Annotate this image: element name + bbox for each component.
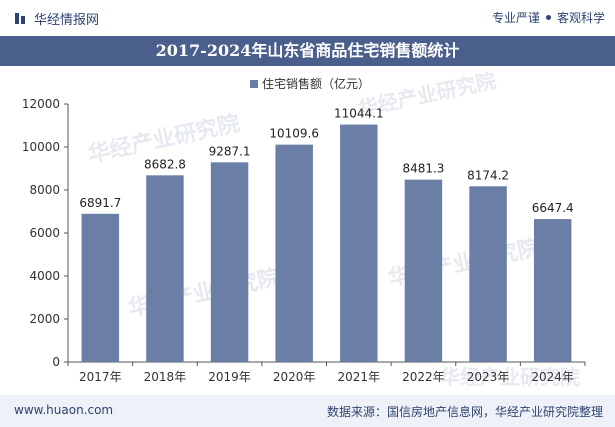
y-tick-label: 10000 xyxy=(22,140,60,154)
bar-2023年 xyxy=(469,186,507,362)
bar-value-label: 8481.3 xyxy=(402,162,444,176)
legend: 住宅销售额（亿元） xyxy=(250,76,370,91)
chart-area: 华经产业研究院 华经产业研究院 华经产业研究院 华经产业研究院 华经产业研究院 … xyxy=(0,66,615,395)
bar-2017年 xyxy=(81,213,120,362)
bar-value-label: 6891.7 xyxy=(79,196,121,210)
x-tick-label: 2022年 xyxy=(402,370,445,384)
separator-dot-icon xyxy=(545,15,551,20)
legend-swatch xyxy=(250,80,258,88)
x-tick-label: 2024年 xyxy=(531,370,574,384)
bar-value-label: 9287.1 xyxy=(209,144,251,158)
y-tick-label: 12000 xyxy=(22,97,60,111)
bar-2021年 xyxy=(340,124,378,362)
bar-chart: 华经产业研究院 华经产业研究院 华经产业研究院 华经产业研究院 华经产业研究院 … xyxy=(22,68,586,389)
bar-value-label: 8682.8 xyxy=(144,157,186,171)
brand-name: 华经情报网 xyxy=(34,12,100,28)
bar-2020年 xyxy=(275,144,313,362)
bar-2022年 xyxy=(404,179,443,362)
y-tick-label: 2000 xyxy=(29,312,60,326)
data-source: 数据来源：国信房地产信息网，华经产业研究院整理 xyxy=(326,405,603,419)
bar-value-label: 8174.2 xyxy=(467,168,509,182)
y-tick-label: 8000 xyxy=(29,183,60,197)
website-link[interactable]: www.huaon.com xyxy=(14,403,114,417)
x-tick-label: 2023年 xyxy=(467,370,510,384)
y-tick-label: 0 xyxy=(52,355,60,369)
chart-title: 2017-2024年山东省商品住宅销售额统计 xyxy=(0,36,615,66)
x-tick-label: 2019年 xyxy=(208,370,251,384)
slogan-right: 客观科学 xyxy=(556,11,605,25)
x-tick-label: 2020年 xyxy=(273,370,316,384)
y-tick-label: 6000 xyxy=(29,226,60,240)
brand-logo-icon xyxy=(15,13,25,24)
bar-value-label: 11044.1 xyxy=(334,107,384,121)
footer: www.huaon.com 数据来源：国信房地产信息网，华经产业研究院整理 xyxy=(0,395,615,427)
brand: 华经情报网 xyxy=(14,9,100,28)
top-bar: 华经情报网 专业严谨 客观科学 xyxy=(0,0,615,36)
bar-2024年 xyxy=(533,219,572,362)
slogan: 专业严谨 客观科学 xyxy=(492,9,605,26)
bar-value-label: 6647.4 xyxy=(532,201,574,215)
x-tick-label: 2021年 xyxy=(338,370,381,384)
bar-value-label: 10109.6 xyxy=(269,127,319,141)
legend-label: 住宅销售额（亿元） xyxy=(262,76,370,91)
y-tick-label: 4000 xyxy=(29,269,60,283)
x-tick-label: 2018年 xyxy=(144,370,187,384)
bar-2019年 xyxy=(210,162,249,362)
watermark-text: 华经产业研究院 xyxy=(440,365,580,389)
x-tick-label: 2017年 xyxy=(79,370,122,384)
slogan-left: 专业严谨 xyxy=(491,11,540,25)
bar-2018年 xyxy=(146,175,184,362)
